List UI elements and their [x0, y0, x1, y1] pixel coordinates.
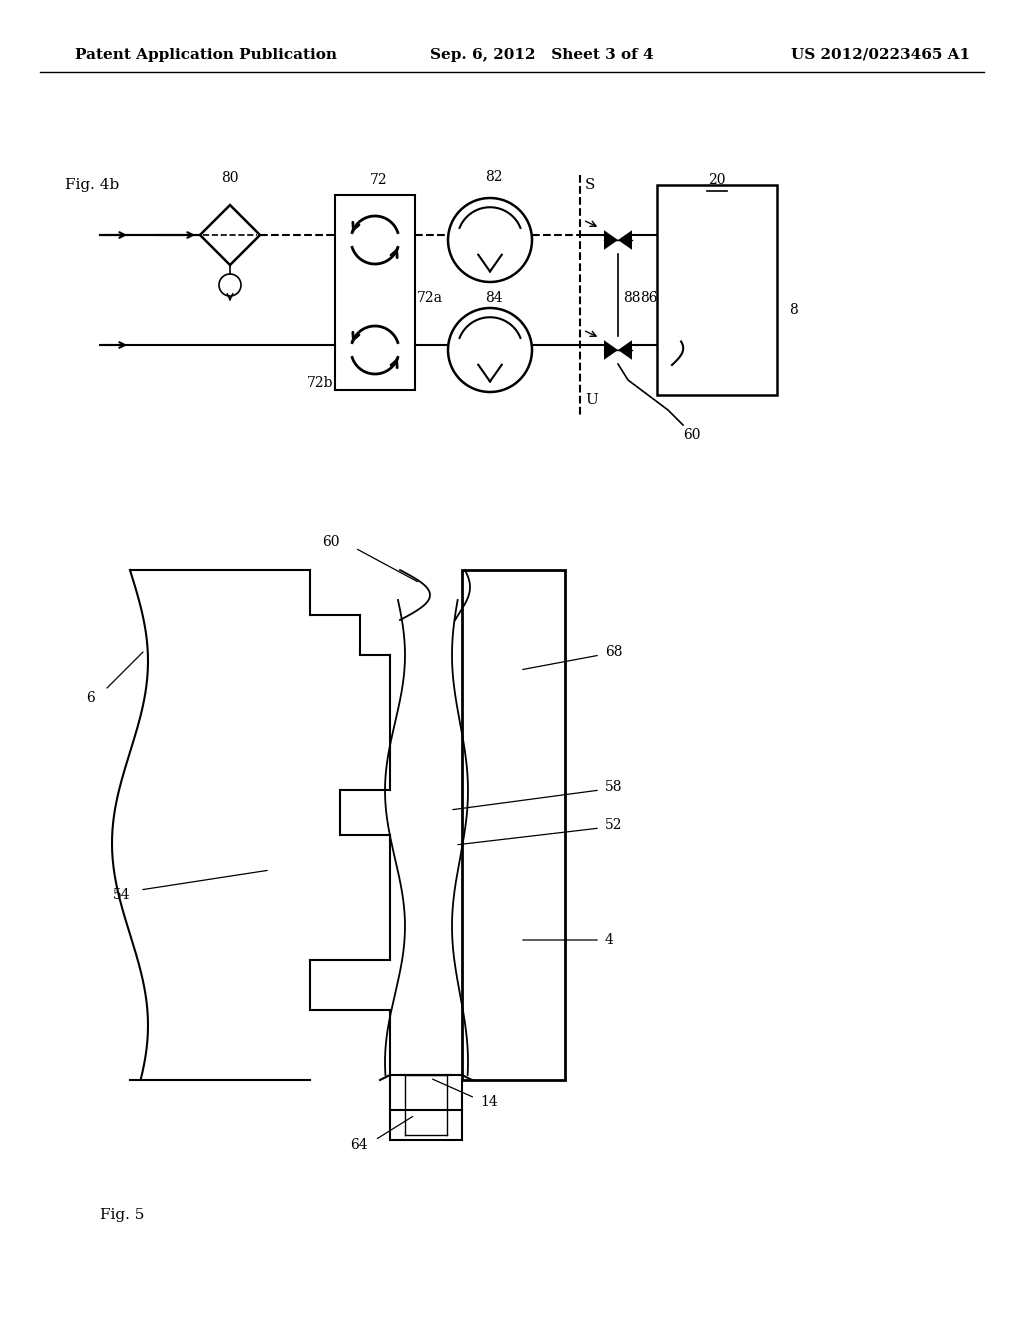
Polygon shape	[604, 230, 618, 249]
Bar	[462, 570, 565, 1080]
Text: 72a: 72a	[417, 290, 443, 305]
Text: Fig. 4b: Fig. 4b	[65, 178, 119, 191]
Text: 88: 88	[623, 290, 640, 305]
Text: 54: 54	[113, 888, 130, 902]
Text: 4: 4	[605, 933, 613, 946]
Text: 68: 68	[605, 645, 623, 659]
Text: 82: 82	[485, 170, 503, 183]
Text: Fig. 5: Fig. 5	[100, 1208, 144, 1222]
Polygon shape	[618, 230, 632, 249]
Text: 52: 52	[605, 818, 623, 832]
Polygon shape	[618, 341, 632, 360]
Text: Patent Application Publication: Patent Application Publication	[75, 48, 337, 62]
Text: 80: 80	[221, 172, 239, 185]
Text: Sep. 6, 2012   Sheet 3 of 4: Sep. 6, 2012 Sheet 3 of 4	[430, 48, 653, 62]
Text: 20: 20	[709, 173, 726, 187]
Text: 8: 8	[790, 304, 798, 317]
Text: U: U	[585, 393, 598, 407]
Polygon shape	[604, 341, 618, 360]
Bar	[335, 195, 415, 389]
Text: 72: 72	[370, 173, 388, 187]
Text: 72b: 72b	[306, 376, 333, 389]
Bar	[657, 185, 777, 395]
Text: 86: 86	[640, 290, 657, 305]
Text: 60: 60	[323, 535, 340, 549]
Text: 64: 64	[350, 1138, 368, 1152]
Text: 60: 60	[683, 428, 700, 442]
Text: S: S	[585, 178, 595, 191]
Text: 58: 58	[605, 780, 623, 795]
Text: 84: 84	[485, 290, 503, 305]
Text: 14: 14	[480, 1096, 498, 1109]
Text: 6: 6	[86, 690, 95, 705]
Text: US 2012/0223465 A1: US 2012/0223465 A1	[791, 48, 970, 62]
